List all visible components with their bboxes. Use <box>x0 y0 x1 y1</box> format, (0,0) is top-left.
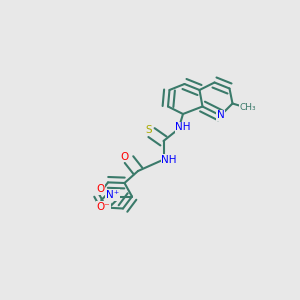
Text: O: O <box>96 184 105 194</box>
Text: NH: NH <box>175 122 191 133</box>
Text: O: O <box>120 152 129 162</box>
Text: S: S <box>145 124 152 135</box>
Text: CH₃: CH₃ <box>239 103 256 112</box>
Text: N⁺: N⁺ <box>106 190 119 200</box>
Text: O⁻: O⁻ <box>97 202 110 212</box>
Text: NH: NH <box>161 154 177 165</box>
Text: N: N <box>217 110 224 121</box>
